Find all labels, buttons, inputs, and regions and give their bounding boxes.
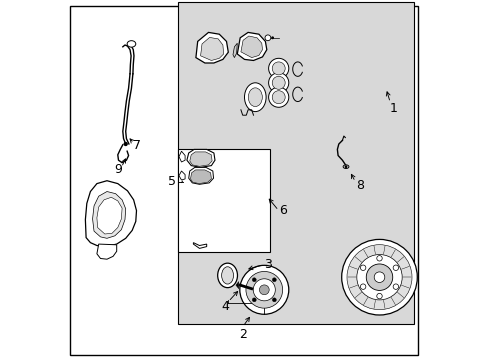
Circle shape	[341, 239, 416, 315]
Circle shape	[268, 73, 288, 93]
Text: 2: 2	[238, 328, 246, 341]
Circle shape	[268, 58, 288, 78]
Polygon shape	[237, 32, 266, 60]
Circle shape	[123, 142, 127, 146]
Ellipse shape	[343, 165, 348, 168]
Text: 7: 7	[133, 139, 141, 152]
Circle shape	[272, 298, 276, 302]
Circle shape	[239, 265, 288, 314]
Polygon shape	[97, 197, 122, 234]
Circle shape	[272, 62, 285, 75]
Circle shape	[252, 298, 256, 302]
Circle shape	[360, 265, 365, 270]
Polygon shape	[179, 171, 185, 180]
Polygon shape	[188, 167, 213, 184]
Circle shape	[245, 271, 282, 308]
Bar	[178, 149, 269, 252]
Text: 4: 4	[222, 300, 229, 313]
Text: 5: 5	[167, 175, 175, 188]
Polygon shape	[92, 192, 125, 238]
Text: 8: 8	[355, 179, 363, 192]
Circle shape	[344, 165, 347, 168]
Circle shape	[268, 87, 288, 107]
Circle shape	[366, 264, 392, 291]
Polygon shape	[189, 152, 212, 166]
Text: 1: 1	[388, 102, 396, 115]
Polygon shape	[241, 36, 262, 58]
Polygon shape	[179, 151, 185, 162]
Circle shape	[272, 91, 285, 104]
Ellipse shape	[248, 88, 262, 107]
Text: 9: 9	[114, 163, 122, 176]
Ellipse shape	[244, 83, 265, 112]
Circle shape	[360, 284, 365, 289]
Circle shape	[392, 265, 398, 270]
Ellipse shape	[127, 41, 136, 47]
Circle shape	[373, 272, 384, 283]
Circle shape	[376, 256, 382, 261]
Circle shape	[376, 293, 382, 299]
Text: 6: 6	[279, 204, 287, 217]
Polygon shape	[193, 243, 206, 248]
Circle shape	[259, 285, 269, 295]
Circle shape	[252, 278, 256, 282]
Polygon shape	[235, 282, 238, 289]
Text: 3: 3	[264, 258, 271, 271]
Polygon shape	[97, 244, 117, 259]
Circle shape	[272, 76, 285, 89]
Circle shape	[346, 245, 411, 310]
Polygon shape	[190, 170, 211, 184]
Polygon shape	[232, 43, 237, 58]
Ellipse shape	[217, 263, 237, 288]
Circle shape	[264, 35, 270, 41]
Polygon shape	[196, 32, 228, 63]
Circle shape	[272, 278, 276, 282]
Ellipse shape	[221, 267, 233, 284]
Polygon shape	[200, 37, 223, 60]
Bar	[178, 2, 413, 324]
Circle shape	[270, 36, 273, 39]
Polygon shape	[186, 149, 215, 167]
Polygon shape	[85, 181, 136, 247]
Circle shape	[356, 255, 401, 300]
Circle shape	[392, 284, 398, 289]
Circle shape	[253, 279, 275, 301]
